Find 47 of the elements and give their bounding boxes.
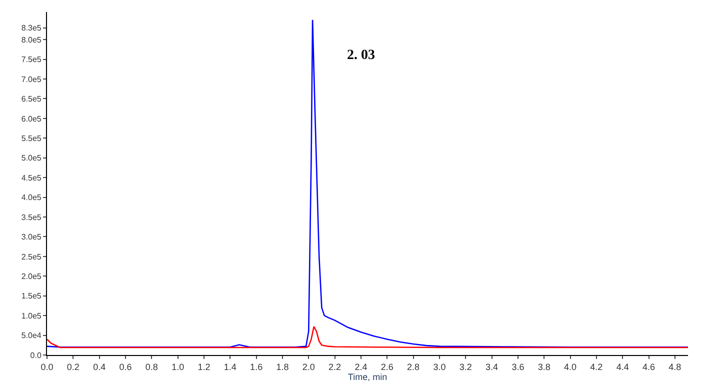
x-tick-label: 3.6 (512, 362, 524, 372)
y-tick-label: 8.3e5 (21, 24, 42, 33)
x-tick-label: 2.6 (380, 362, 394, 372)
x-tick-label: 2.8 (407, 362, 420, 372)
y-tick-label: 2.0e5 (21, 272, 42, 281)
x-tick-label: 0.0 (40, 362, 54, 372)
x-tick-label: 2.2 (328, 362, 342, 372)
x-tick-label: 0.6 (119, 362, 132, 372)
y-tick-label: 6.5e5 (21, 94, 42, 104)
x-tick-label: 1.4 (224, 362, 236, 372)
x-tick-label: 3.8 (538, 362, 550, 372)
line-series (47, 326, 688, 348)
x-tick-label: 2.0 (302, 362, 315, 372)
x-tick-label: 3.2 (459, 362, 472, 372)
x-tick-label: 0.2 (66, 362, 80, 372)
y-tick-label: 7.5e5 (21, 55, 42, 64)
x-tick-label: 0.8 (145, 362, 158, 372)
y-tick-label: 7.0e5 (21, 74, 42, 84)
x-tick-label: 3.4 (486, 362, 498, 372)
x-tick-label: 1.8 (276, 362, 289, 372)
y-tick-label: 1.5e5 (21, 292, 42, 301)
x-tick-label: 4.0 (564, 362, 577, 372)
y-tick-label: 6.0e5 (21, 114, 42, 124)
x-tick-label: 1.2 (198, 362, 210, 372)
y-tick-label: 2.5e5 (21, 252, 42, 262)
y-tick-label: 5.0e4 (21, 331, 42, 340)
y-tick-label: 3.5e5 (21, 212, 42, 222)
x-tick-label: 1.0 (172, 362, 184, 372)
x-tick-label: 4.4 (616, 362, 629, 372)
x-axis-title: Time, min (348, 372, 388, 382)
y-tick-label: 1.0e5 (21, 311, 42, 320)
x-tick-label: 4.2 (590, 362, 603, 372)
y-tick-label: 4.0e5 (21, 193, 42, 202)
y-tick-label: 5.0e5 (21, 154, 42, 163)
y-tick-label: 0.0 (30, 350, 42, 360)
y-tick-label: 5.5e5 (21, 134, 42, 143)
x-tick-label: 4.8 (668, 362, 682, 372)
y-tick-label: 8.0e5 (21, 35, 42, 44)
x-tick-label: 0.4 (93, 362, 106, 372)
x-tick-label: 4.6 (642, 362, 656, 372)
x-tick-label: 3.0 (433, 362, 446, 372)
x-tick-label: 2.4 (354, 362, 368, 372)
x-tick-label: 1.6 (250, 362, 263, 372)
annotation: 2. 03 (347, 48, 375, 63)
y-tick-label: 3.0e5 (21, 232, 42, 242)
line-series (47, 19, 688, 348)
y-tick-label: 4.5e5 (21, 173, 42, 182)
